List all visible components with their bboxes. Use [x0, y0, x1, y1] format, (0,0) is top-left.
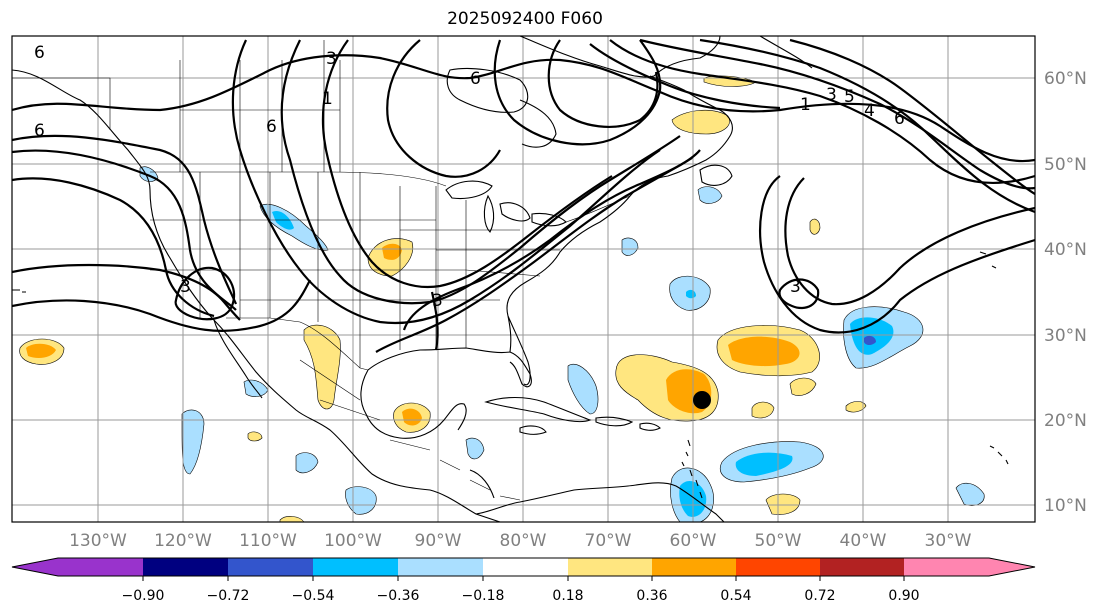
- colorbar-extend-low: [12, 558, 58, 576]
- lon-label: 110°W: [239, 531, 297, 551]
- lat-label: 10°N: [1044, 496, 1087, 516]
- colorbar-tick-label: 0.18: [552, 588, 583, 604]
- colorbar-swatch: [58, 558, 143, 576]
- lat-label: 40°N: [1044, 240, 1087, 260]
- anomaly-positive: [809, 218, 821, 235]
- anomaly-positive: [765, 493, 801, 515]
- longitude-labels: 130°W 120°W 110°W 100°W 90°W 80°W 70°W 6…: [69, 531, 972, 551]
- lat-label: 60°N: [1044, 69, 1087, 89]
- lat-label: 30°N: [1044, 326, 1087, 346]
- colorbar-swatch: [483, 558, 568, 576]
- lon-label: 60°W: [670, 531, 717, 551]
- contour-label: 1: [800, 95, 811, 115]
- colorbar-swatch: [568, 558, 652, 576]
- anomaly-positive: [26, 343, 56, 358]
- anomaly-positive: [728, 336, 800, 367]
- graticule: [12, 36, 1035, 522]
- lon-label: 40°W: [840, 531, 887, 551]
- colorbar-swatch: [736, 558, 820, 576]
- anomaly-positive: [279, 516, 305, 522]
- colorbar-swatch: [228, 558, 313, 576]
- contours: [12, 38, 1035, 353]
- contour-label: 6: [34, 43, 45, 63]
- contour-label: 3: [826, 85, 837, 105]
- colorbar-swatch: [143, 558, 228, 576]
- colorbar-tick-label: −0.90: [122, 588, 165, 604]
- colorbar-swatch: [652, 558, 736, 576]
- latitude-labels: 60°N 50°N 40°N 30°N 20°N 10°N: [1044, 69, 1087, 516]
- lon-label: 100°W: [324, 531, 382, 551]
- contour-label: 6: [34, 121, 45, 141]
- colorbar-tick-label: 0.72: [804, 588, 835, 604]
- colorbar: −0.90 −0.72 −0.54 −0.36 −0.18 0.18 0.36 …: [11, 557, 1036, 604]
- lat-label: 50°N: [1044, 155, 1087, 175]
- lon-label: 50°W: [755, 531, 802, 551]
- colorbar-tick-label: 0.90: [888, 588, 919, 604]
- anomaly-negative: [850, 317, 894, 355]
- contour-label: 3: [326, 49, 337, 69]
- anomaly-negative: [697, 186, 723, 204]
- anomaly-positive: [671, 109, 730, 135]
- anomaly-negative: [567, 364, 599, 415]
- anomaly-negative: [295, 452, 319, 474]
- contour-label: 3: [180, 277, 191, 297]
- anomaly-positive: [845, 401, 867, 413]
- lon-label: 30°W: [925, 531, 972, 551]
- anomaly-positive: [303, 324, 341, 410]
- contour-label: 6: [470, 69, 481, 89]
- anomaly-positive: [382, 243, 402, 260]
- political-borders: [12, 40, 631, 501]
- anomaly-negative: [621, 237, 639, 256]
- map-title: 2025092400 F060: [447, 9, 603, 29]
- colorbar-swatch: [820, 558, 904, 576]
- colorbar-ticks: [142, 576, 905, 581]
- colorbar-tick-label: −0.54: [292, 588, 335, 604]
- contour-label: 3: [790, 277, 801, 297]
- lon-label: 130°W: [69, 531, 127, 551]
- anomaly-positive: [247, 431, 263, 442]
- contour-label: 5: [844, 87, 855, 107]
- colorbar-tick-label: −0.36: [377, 588, 420, 604]
- colorbar-tick-label: 0.54: [720, 588, 751, 604]
- colorbar-swatch: [313, 558, 398, 576]
- lon-label: 80°W: [500, 531, 547, 551]
- storm-center-marker: [693, 391, 711, 409]
- colorbar-swatch: [398, 558, 483, 576]
- contour-labels: 6 3 6 6 1 3 5 4 6 6 3 3 3 1: [34, 43, 905, 311]
- contour-label: 3: [432, 291, 443, 311]
- colorbar-extend-high: [989, 558, 1035, 576]
- contour-label: 4: [864, 101, 875, 121]
- map-frame: [11, 35, 1036, 523]
- lon-label: 90°W: [415, 531, 462, 551]
- contour-label: 1: [322, 89, 333, 109]
- anomaly-negative: [465, 437, 485, 460]
- colorbar-swatch: [904, 558, 989, 576]
- anomaly-positive: [751, 401, 775, 419]
- colorbar-tick-label: −0.72: [207, 588, 250, 604]
- anomaly-positive: [402, 408, 422, 426]
- contour-label: 6: [894, 109, 905, 129]
- lon-label: 120°W: [154, 531, 212, 551]
- colorbar-tick-label: 0.36: [636, 588, 667, 604]
- anomaly-negative: [864, 335, 876, 345]
- anomaly-positive: [789, 377, 817, 396]
- colorbar-tick-label: −0.18: [462, 588, 505, 604]
- lon-label: 70°W: [585, 531, 632, 551]
- lat-label: 20°N: [1044, 411, 1087, 431]
- contour-label: 6: [266, 117, 277, 137]
